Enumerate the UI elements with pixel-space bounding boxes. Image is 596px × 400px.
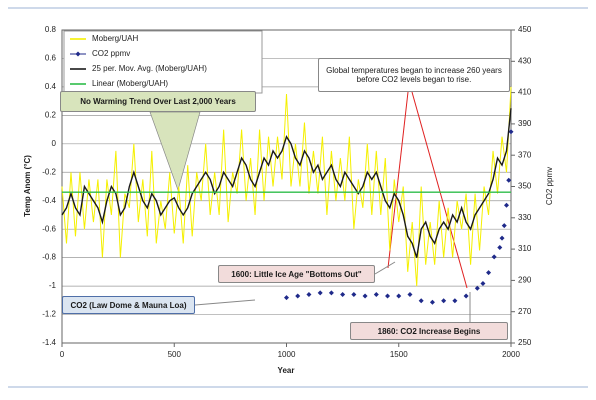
- co2-marker: [480, 281, 486, 287]
- y-tick-label: -1.4: [42, 338, 56, 347]
- co2-marker: [351, 291, 357, 297]
- y-tick-label: 0: [52, 139, 57, 148]
- y-tick-label: -0.2: [42, 167, 56, 176]
- y-tick-label: 0.2: [45, 110, 57, 119]
- x-tick-label: 1000: [278, 350, 296, 359]
- legend-label: 25 per. Mov. Avg. (Moberg/UAH): [92, 64, 207, 73]
- co2-marker: [429, 299, 435, 305]
- co2-marker: [452, 298, 458, 304]
- co2-marker: [340, 291, 346, 297]
- legend-box: [63, 30, 263, 94]
- co2-marker: [373, 291, 379, 297]
- x-tick-label: 500: [168, 350, 182, 359]
- y2-tick-label: 430: [518, 56, 532, 65]
- co2-marker: [491, 254, 497, 260]
- co2-marker: [474, 285, 480, 291]
- y-tick-label: -1.2: [42, 310, 56, 319]
- y-tick-label: -0.6: [42, 224, 56, 233]
- callout: [149, 111, 201, 192]
- series-line: [61, 86, 512, 287]
- y2-tick-label: 310: [518, 244, 532, 253]
- co2-marker: [441, 298, 447, 304]
- y-tick-label: -0.4: [42, 196, 56, 205]
- co2-marker: [499, 235, 505, 241]
- x-tick-label: 0: [60, 350, 65, 359]
- annotation: CO2 (Law Dome & Mauna Loa): [62, 296, 195, 314]
- annotation: Global temperatures began to increase 26…: [318, 58, 510, 92]
- co2-marker: [407, 291, 413, 297]
- y2-tick-label: 450: [518, 25, 532, 34]
- legend-label: Moberg/UAH: [92, 34, 138, 43]
- y-tick-label: 0.4: [45, 82, 57, 91]
- y2-tick-label: 330: [518, 213, 532, 222]
- y2-tick-label: 250: [518, 338, 532, 347]
- co2-marker: [486, 270, 492, 276]
- y-tick-label: 0.6: [45, 54, 57, 63]
- co2-marker: [362, 293, 368, 299]
- legend: Moberg/UAH CO2 ppmv 25 per. Mov. Avg. (Mob…: [63, 30, 263, 94]
- co2-marker: [317, 290, 323, 296]
- co2-marker: [328, 290, 334, 296]
- co2-marker: [504, 202, 510, 208]
- annotation: 1860: CO2 Increase Begins: [350, 322, 508, 340]
- x-axis-label: Year: [278, 366, 295, 375]
- co2-marker: [501, 223, 507, 229]
- legend-swatch: [75, 51, 81, 57]
- annotation: No Warming Trend Over Last 2,000 Years: [60, 91, 256, 112]
- y-axis-label: Temp Anom (°C): [23, 155, 32, 217]
- pointer-line: [194, 299, 256, 306]
- co2-marker: [497, 245, 503, 251]
- co2-marker: [306, 291, 312, 297]
- y-tick-label: 0.8: [45, 25, 57, 34]
- y2-tick-label: 410: [518, 88, 532, 97]
- co2-marker: [284, 295, 289, 301]
- co2-marker: [295, 293, 301, 299]
- co2-marker: [418, 298, 424, 304]
- x-tick-label: 2000: [502, 350, 520, 359]
- y2-tick-label: 290: [518, 276, 532, 285]
- series-line: [61, 108, 512, 258]
- y-tick-label: -0.8: [42, 253, 56, 262]
- co2-marker: [463, 293, 469, 299]
- co2-marker: [508, 129, 514, 135]
- co2-marker: [385, 293, 391, 299]
- co2-marker: [396, 293, 402, 299]
- y2-tick-label: 370: [518, 150, 532, 159]
- y2-axis-label: CO2 ppmv: [545, 167, 554, 205]
- pointer-line: [374, 261, 396, 275]
- y2-tick-label: 270: [518, 307, 532, 316]
- co2-marker: [506, 177, 512, 183]
- annotation: 1600: Little Ice Age "Bottoms Out": [218, 265, 375, 283]
- pointer-line: [387, 91, 409, 269]
- y2-tick-label: 390: [518, 119, 532, 128]
- legend-label: CO2 ppmv: [92, 49, 130, 58]
- pointer-line: [411, 91, 468, 289]
- y2-tick-label: 350: [518, 182, 532, 191]
- x-tick-label: 1500: [390, 350, 408, 359]
- legend-label: Linear (Moberg/UAH): [92, 79, 168, 88]
- y-tick-label: -1: [49, 281, 57, 290]
